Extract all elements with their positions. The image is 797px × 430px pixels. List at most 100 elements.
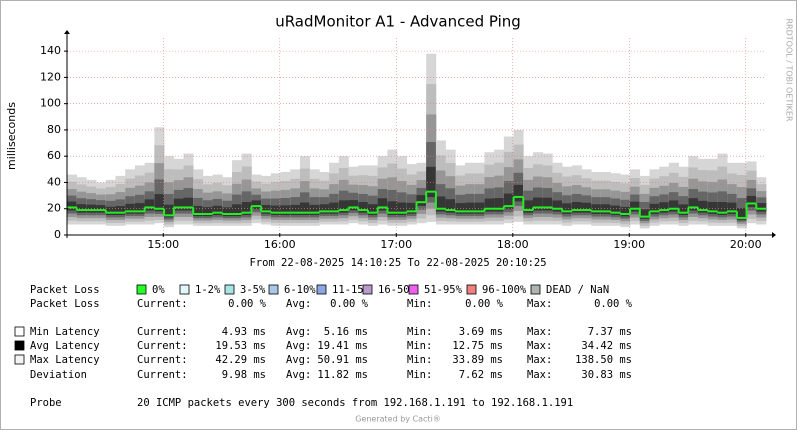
smoke-band — [756, 203, 767, 212]
stat-cell: 33.89 ms — [452, 354, 503, 366]
smoke-band — [426, 166, 437, 198]
smoke-band — [183, 197, 194, 211]
legend-label: 3-5% — [240, 284, 266, 296]
smoke-band — [503, 193, 514, 210]
smoke-band — [338, 200, 349, 213]
smoke-band — [202, 207, 213, 217]
smoke-band — [484, 198, 495, 212]
smoke-band — [455, 203, 466, 214]
legend-label: 51-95% — [424, 284, 463, 296]
stat-cell: Current: — [137, 340, 188, 352]
smoke-band — [717, 202, 728, 216]
stat-cell: Current: — [137, 354, 188, 366]
x-tick-label: 17:00 — [380, 238, 412, 251]
smoke-band — [300, 202, 311, 216]
chart-title: uRadMonitor A1 - Advanced Ping — [275, 13, 521, 31]
stat-cell: 34.42 ms — [581, 340, 632, 352]
smoke-band — [270, 205, 281, 216]
smoke-band — [154, 194, 165, 212]
stat-cell: 19.41 ms — [317, 340, 368, 352]
smoke-band — [688, 198, 699, 211]
stat-cell: Min Latency — [30, 326, 100, 338]
stat-cell: Avg: — [286, 340, 311, 352]
smoke-band — [76, 204, 87, 213]
smoke-band — [523, 200, 534, 213]
legend-swatch — [316, 284, 327, 295]
stat-cell: Min: — [407, 340, 432, 352]
stat-cell: 138.50 ms — [575, 354, 632, 366]
probe-text: 20 ICMP packets every 300 seconds from 1… — [137, 397, 573, 409]
stat-cell: 0.00 % — [465, 298, 504, 310]
y-axis-arrow — [64, 30, 70, 34]
smoke-band — [552, 200, 563, 212]
smoke-band — [639, 209, 650, 219]
legend-swatch — [362, 284, 373, 295]
smoke-band — [397, 202, 408, 216]
stat-cell: 0.00 % — [228, 298, 267, 310]
stat-cell: Max: — [527, 340, 552, 352]
smoke-band — [280, 205, 291, 216]
smoke-band — [261, 204, 272, 214]
stat-cell: Avg: — [286, 354, 311, 366]
smoke-band — [494, 198, 505, 212]
x-tick-label: 16:00 — [264, 238, 296, 251]
stat-cell: 0.00 % — [330, 298, 369, 310]
stat-cell: Deviation — [30, 369, 87, 381]
smoke-band — [67, 201, 78, 211]
stat-cell: Current: — [137, 369, 188, 381]
y-tick-label: 80 — [47, 123, 61, 136]
smoke-band — [562, 203, 573, 214]
smoke-band — [416, 195, 427, 206]
stat-cell: 19.53 ms — [215, 340, 266, 352]
legend-label: DEAD / NaN — [546, 284, 609, 296]
smoke-band — [212, 205, 223, 216]
stat-cell: 12.75 ms — [452, 340, 503, 352]
legend-label: 0% — [152, 284, 165, 296]
y-tick-label: 20 — [47, 202, 61, 215]
legend-label: 11-15% — [332, 284, 371, 296]
smoke-band — [367, 204, 378, 216]
smoke-band — [542, 197, 553, 211]
smoke-band — [387, 201, 398, 216]
stat-icon — [14, 340, 25, 351]
legend-label: 1-2% — [195, 284, 221, 296]
stat-cell: 30.83 ms — [581, 369, 632, 381]
stat-cell: 3.69 ms — [459, 326, 503, 338]
x-tick-label: 20:00 — [730, 238, 762, 251]
smoke-band — [251, 200, 262, 210]
stat-cell: Avg: — [286, 326, 311, 338]
smoke-band — [173, 198, 184, 211]
smoke-band — [241, 202, 252, 216]
stat-cell: Max: — [527, 354, 552, 366]
smoke-band — [290, 204, 301, 216]
smoke-band — [358, 202, 369, 213]
smoke-band — [465, 202, 476, 214]
legend-swatch — [408, 284, 419, 295]
smoke-band — [659, 202, 670, 213]
legend-label: 6-10% — [284, 284, 316, 296]
smoke-band — [707, 201, 718, 214]
stat-cell: Avg Latency — [30, 340, 100, 352]
stat-cell: 11.82 ms — [317, 369, 368, 381]
smoke-band — [600, 204, 611, 214]
legend-label: 96-100% — [482, 284, 527, 296]
smoke-band — [435, 196, 446, 212]
x-tick-label: 15:00 — [147, 238, 179, 251]
x-tick-label: 18:00 — [497, 238, 529, 251]
smoke-band — [309, 204, 320, 216]
y-axis-label: milliseconds — [5, 102, 18, 170]
smoke-band — [591, 204, 602, 214]
legend-swatch — [466, 284, 477, 295]
smoke-band — [736, 207, 747, 220]
legend-label: 16-50% — [378, 284, 417, 296]
smoke-band — [115, 206, 126, 216]
smoke-band — [134, 203, 145, 214]
y-tick-label: 120 — [40, 70, 61, 83]
smoke-band — [474, 202, 485, 214]
smoke-band — [668, 200, 679, 212]
smoke-band — [406, 202, 417, 214]
stat-cell: Packet Loss — [30, 298, 100, 310]
stat-cell: Avg: — [286, 369, 311, 381]
smoke-band — [513, 184, 524, 202]
